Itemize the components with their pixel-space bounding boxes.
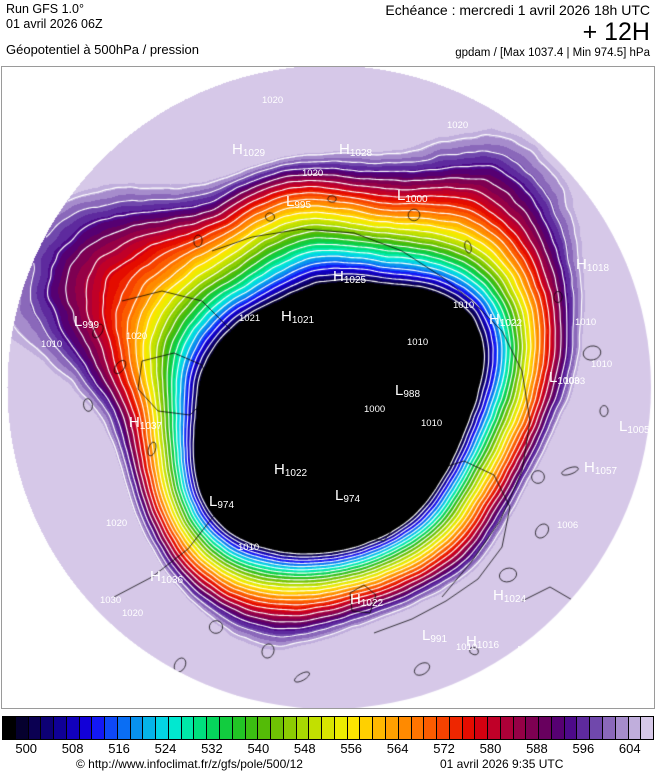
map-panel[interactable]: H1029 H1028 L995 L1000 H1025 H1021 L999 H1037 H1… <box>1 66 655 709</box>
model-run-date: 01 avril 2026 06Z <box>6 17 103 31</box>
colorbar-swatch <box>3 717 16 739</box>
colorbar-tick: 524 <box>154 741 177 756</box>
model-run-info: Run GFS 1.0° 01 avril 2026 06Z <box>6 2 103 32</box>
colorbar-swatch <box>232 717 246 739</box>
colorbar-tick: 588 <box>526 741 548 756</box>
colorbar-swatch <box>168 717 182 739</box>
colorbar-swatch <box>54 717 67 739</box>
lead-time: + 12H <box>582 18 650 46</box>
valid-time-block: Echéance : mercredi 1 avril 2026 18h UTC… <box>385 2 650 46</box>
colorbar-swatch <box>194 717 208 739</box>
colorbar-swatch <box>488 717 501 739</box>
colorbar-swatch <box>475 717 489 739</box>
colorbar-swatch <box>385 717 399 739</box>
colorbar-swatch <box>245 717 259 739</box>
polar-geopotential-map[interactable] <box>2 67 654 708</box>
colorbar-panel <box>0 716 656 740</box>
colorbar-swatch <box>271 717 284 739</box>
colorbar-swatch <box>105 717 118 739</box>
colorbar-swatch <box>628 717 642 739</box>
colorbar-swatch <box>66 717 80 739</box>
colorbar-swatch <box>117 717 131 739</box>
parameter-title: Géopotentiel à 500hPa / pression <box>6 42 199 57</box>
colorbar-swatch <box>347 717 361 739</box>
colorbar-swatch <box>360 717 374 739</box>
colorbar-swatch <box>449 717 463 739</box>
colorbar-tick: 580 <box>479 741 502 756</box>
colorbar-swatch <box>641 717 654 739</box>
colorbar-swatch <box>539 717 552 739</box>
colorbar-swatch <box>526 717 540 739</box>
colorbar-tick: 516 <box>108 741 130 756</box>
colorbar-swatch <box>334 717 348 739</box>
colorbar-swatch <box>181 717 195 739</box>
colorbar-swatch <box>143 717 157 739</box>
colorbar-tick: 596 <box>572 741 595 756</box>
colorbar-swatch <box>258 717 272 739</box>
valid-time: Echéance : mercredi 1 avril 2026 18h UTC <box>385 2 650 18</box>
generation-timestamp: 01 avril 2026 9:35 UTC <box>440 757 564 771</box>
colorbar-tick-labels: 500 508 516 524 532 540 548 556 564 572 580 588 596 6… <box>0 741 656 759</box>
colorbar-swatch <box>283 717 297 739</box>
colorbar-swatch <box>564 717 578 739</box>
colorbar-tick: 532 <box>201 741 223 756</box>
colorbar-swatch <box>207 717 221 739</box>
credit-link[interactable]: © http://www.infoclimat.fr/z/gfs/pole/50… <box>76 757 303 771</box>
colorbar-swatch <box>373 717 386 739</box>
colorbar-swatch <box>41 717 55 739</box>
colorbar-swatch <box>398 717 412 739</box>
map-header: Run GFS 1.0° 01 avril 2026 06Z Géopotent… <box>0 0 656 66</box>
colorbar-tick: 508 <box>61 741 84 756</box>
colorbar-swatch <box>424 717 438 739</box>
colorbar-swatch <box>577 717 591 739</box>
colorbar-swatch <box>156 717 169 739</box>
colorbar-swatch <box>411 717 425 739</box>
colorbar-swatch <box>92 717 106 739</box>
colorbar-tick: 572 <box>433 741 455 756</box>
colorbar-tick: 556 <box>340 741 363 756</box>
colorbar-swatch <box>615 717 629 739</box>
colorbar-swatch <box>79 717 93 739</box>
colorbar-swatch <box>130 717 144 739</box>
colorbar-tick: 564 <box>386 741 409 756</box>
colorbar-swatch <box>220 717 233 739</box>
colorbar-tick: 500 <box>15 741 38 756</box>
units-and-extrema: gpdam / [Max 1037.4 | Min 974.5] hPa <box>455 47 650 59</box>
colorbar-swatch <box>309 717 323 739</box>
colorbar-tick: 604 <box>618 741 641 756</box>
model-run-name: Run GFS 1.0° <box>6 2 84 16</box>
colorbar-swatch <box>15 717 29 739</box>
colorbar-swatch <box>551 717 565 739</box>
colorbar-swatch <box>462 717 476 739</box>
colorbar-swatch <box>500 717 514 739</box>
colorbar-swatch <box>590 717 603 739</box>
colorbar-swatch <box>296 717 310 739</box>
map-footer: © http://www.infoclimat.fr/z/gfs/pole/50… <box>0 757 656 773</box>
colorbar-swatch <box>322 717 335 739</box>
colorbar-swatch <box>602 717 616 739</box>
colorbar-gradient <box>2 716 654 740</box>
colorbar-tick: 540 <box>247 741 270 756</box>
colorbar-tick: 548 <box>293 741 316 756</box>
colorbar-swatch <box>513 717 527 739</box>
colorbar-swatch <box>28 717 42 739</box>
colorbar-swatch <box>437 717 450 739</box>
